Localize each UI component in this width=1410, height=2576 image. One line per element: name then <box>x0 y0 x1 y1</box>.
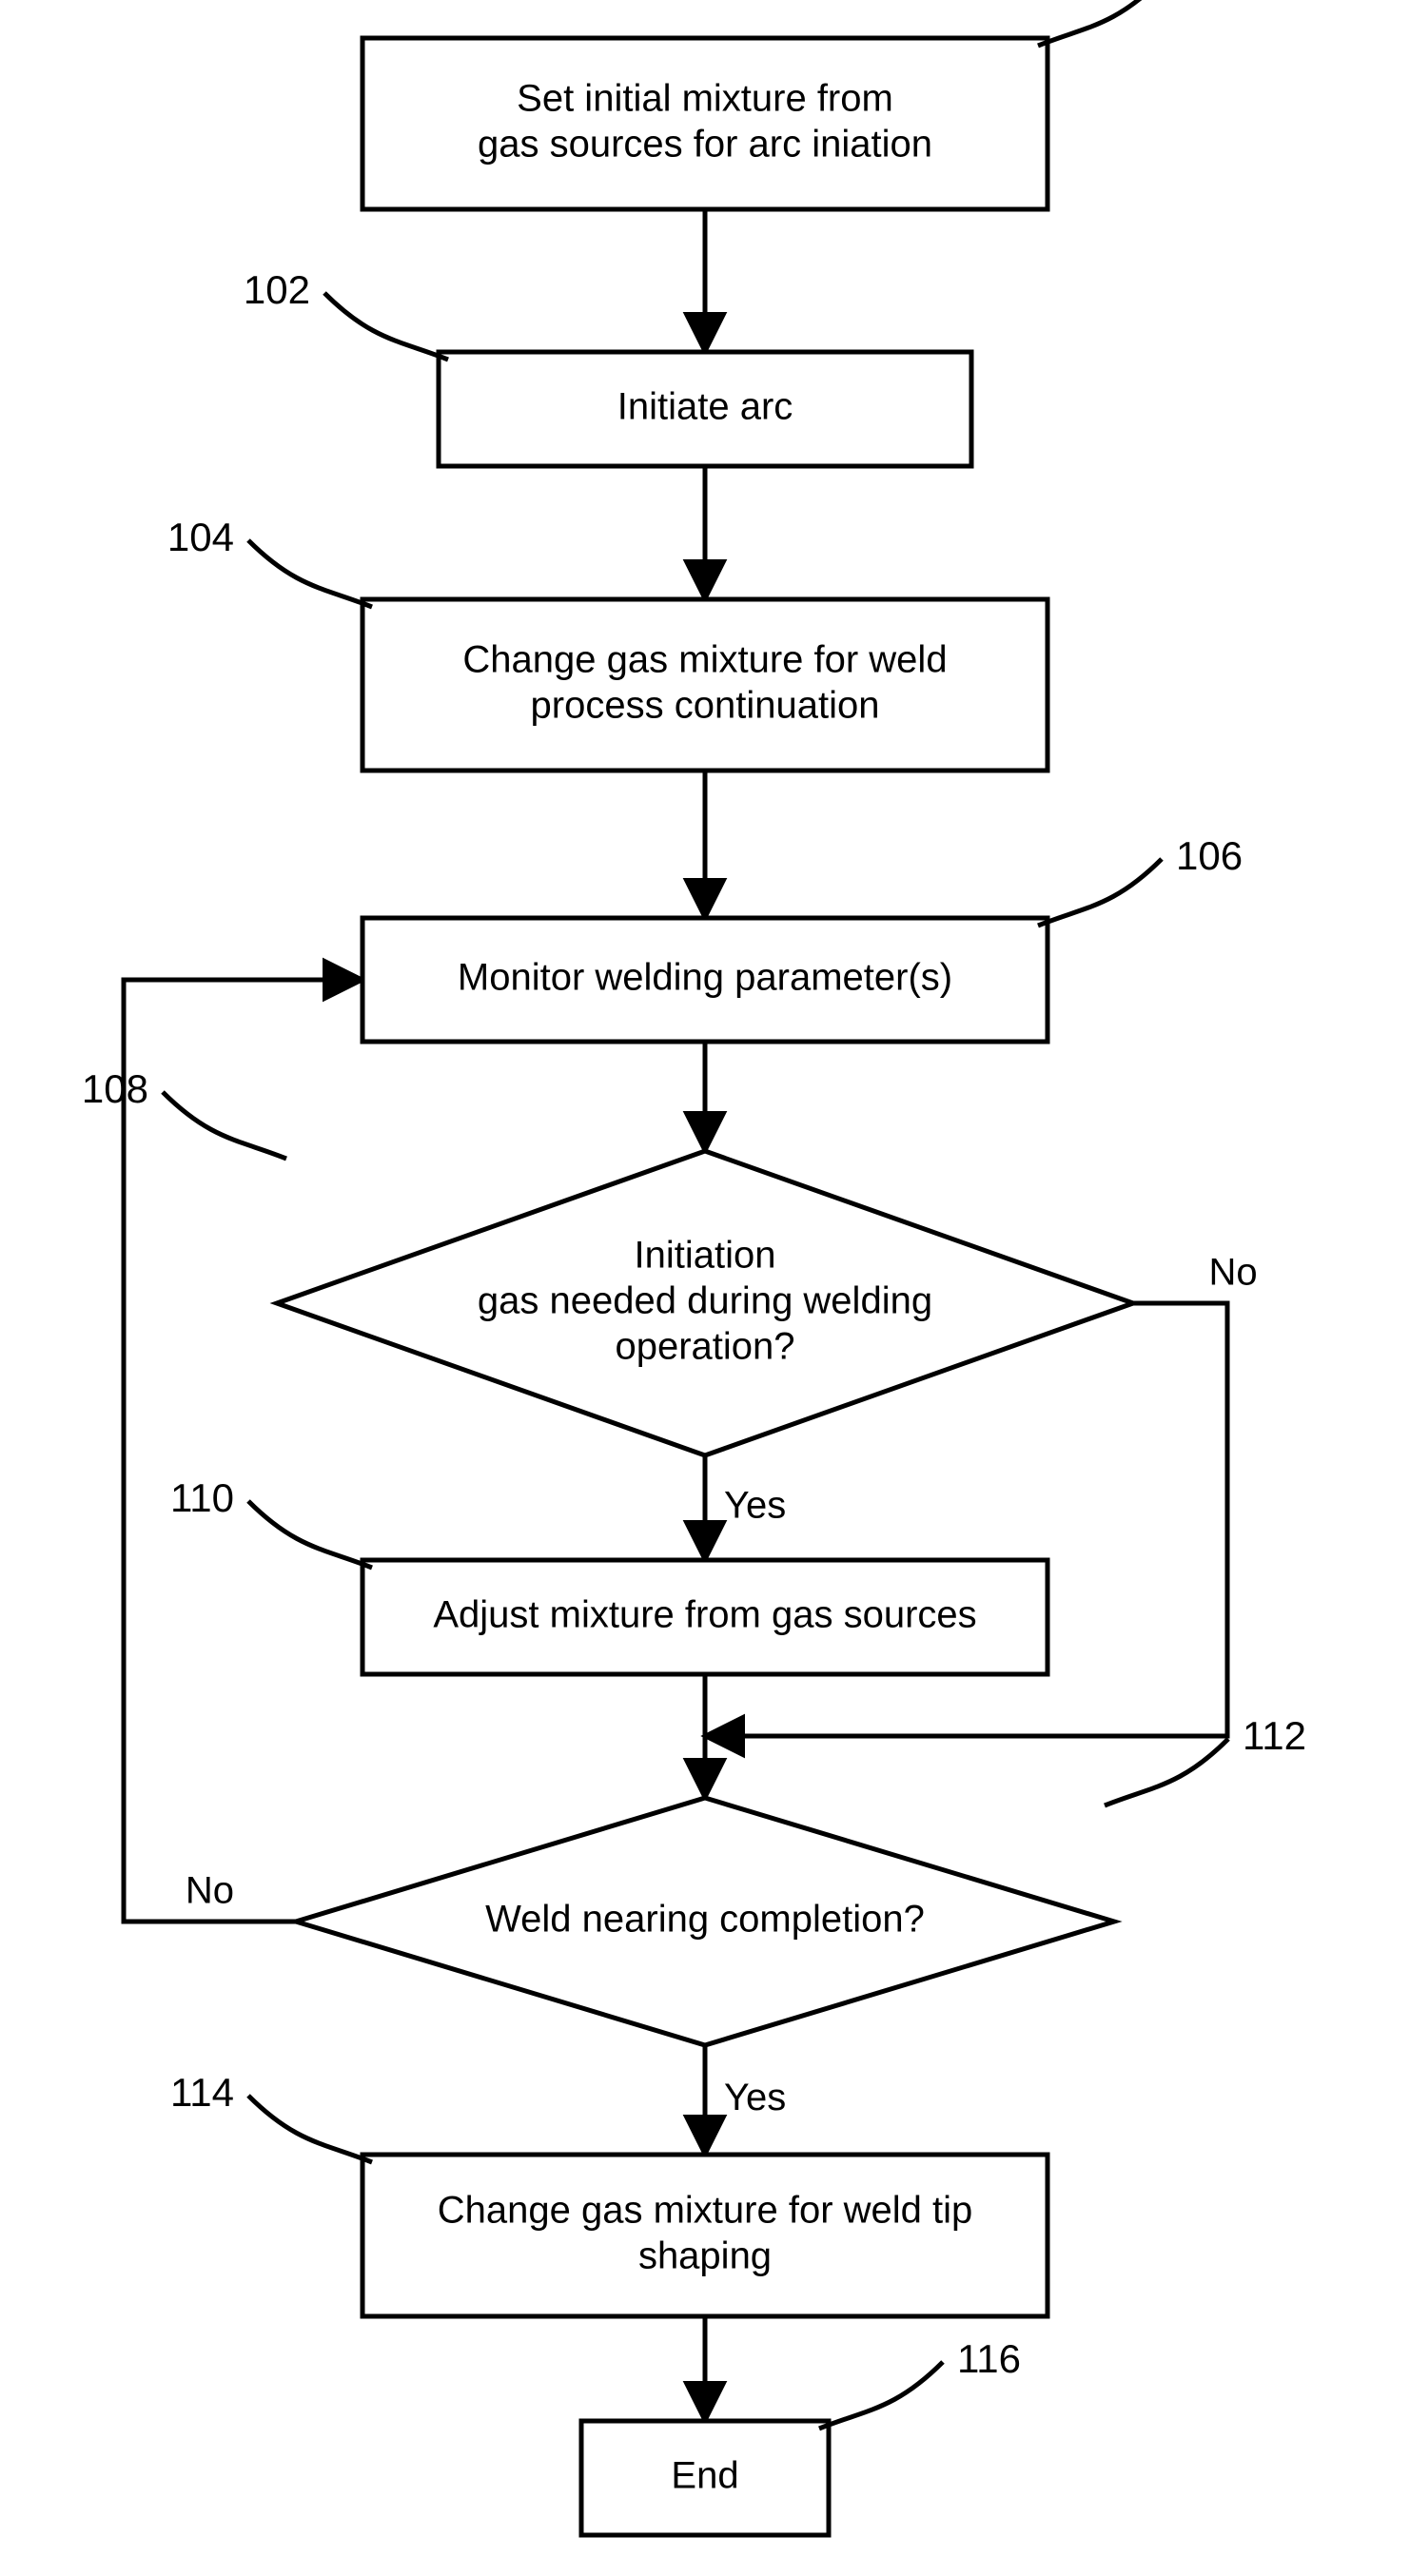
node-n108-text-2: operation? <box>615 1326 794 1368</box>
node-n100-text-1: gas sources for arc iniation <box>478 124 932 166</box>
ref-112: 112 <box>1105 1713 1306 1805</box>
ref-116-label: 116 <box>957 2336 1021 2381</box>
node-n106-text-0: Monitor welding parameter(s) <box>458 957 952 999</box>
ref-100: 100 <box>1038 0 1243 46</box>
ref-110-label: 110 <box>170 1475 234 1520</box>
ref-114: 114 <box>170 2070 372 2162</box>
ref-112-leader <box>1105 1739 1228 1805</box>
ref-102: 102 <box>244 267 448 360</box>
node-n108-text-1: gas needed during welding <box>478 1280 932 1322</box>
node-n104-text-0: Change gas mixture for weld <box>462 639 947 681</box>
ref-116: 116 <box>819 2336 1021 2429</box>
ref-114-label: 114 <box>170 2070 234 2115</box>
node-n102-text-0: Initiate arc <box>617 386 793 428</box>
ref-110-leader <box>248 1501 372 1568</box>
edge-loop-n112-n106 <box>124 980 362 1922</box>
node-n100: Set initial mixture fromgas sources for … <box>362 0 1243 209</box>
ref-116-leader <box>819 2362 943 2429</box>
edge-label-n108-n110: Yes <box>724 1485 786 1527</box>
node-n102: Initiate arc 102 <box>244 267 971 466</box>
node-n112-text-0: Weld nearing completion? <box>485 1899 925 1941</box>
ref-106-label: 106 <box>1176 833 1243 878</box>
node-n108-text-0: Initiation <box>635 1235 776 1277</box>
edge-label-n112-n114: Yes <box>724 2077 786 2118</box>
ref-104: 104 <box>167 515 372 607</box>
ref-104-label: 104 <box>167 515 234 559</box>
ref-106: 106 <box>1038 833 1243 926</box>
ref-110: 110 <box>170 1475 372 1568</box>
nodes: Set initial mixture fromgas sources for … <box>82 0 1306 2535</box>
ref-102-leader <box>324 293 448 360</box>
node-n116-text-0: End <box>671 2455 738 2497</box>
node-n106: Monitor welding parameter(s) 106 <box>362 833 1243 1042</box>
ref-108-label: 108 <box>82 1066 148 1111</box>
node-n104: Change gas mixture for weldprocess conti… <box>167 515 1048 771</box>
ref-106-leader <box>1038 859 1162 926</box>
node-n112: Weld nearing completion? 112 <box>296 1713 1306 2045</box>
ref-102-label: 102 <box>244 267 310 312</box>
ref-104-leader <box>248 540 372 607</box>
ref-108: 108 <box>82 1066 286 1159</box>
ref-108-leader <box>163 1092 286 1159</box>
node-n108: Initiationgas needed during weldingopera… <box>82 1066 1133 1455</box>
edge-label-loop-n112: No <box>186 1870 234 1912</box>
node-n104-text-1: process continuation <box>531 685 880 727</box>
node-n114-text-1: shaping <box>638 2235 772 2277</box>
node-n114: Change gas mixture for weld tipshaping 11… <box>170 2070 1048 2316</box>
edge-label-bypass-n108: No <box>1209 1252 1258 1294</box>
node-n110-text-0: Adjust mixture from gas sources <box>433 1594 976 1636</box>
ref-100-leader <box>1038 0 1162 46</box>
node-n100-text-0: Set initial mixture from <box>517 78 893 120</box>
node-n116: End 116 <box>581 2336 1021 2535</box>
ref-114-leader <box>248 2096 372 2162</box>
node-n110: Adjust mixture from gas sources 110 <box>170 1475 1048 1674</box>
ref-112-label: 112 <box>1243 1713 1306 1758</box>
node-n114-text-0: Change gas mixture for weld tip <box>438 2190 973 2232</box>
